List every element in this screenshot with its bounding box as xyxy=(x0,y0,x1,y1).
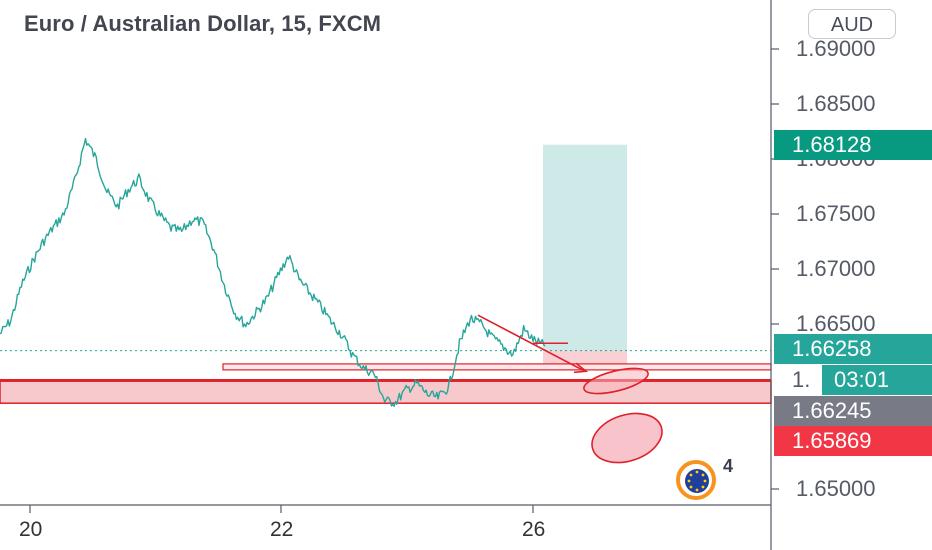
price-tick-marks xyxy=(771,48,779,490)
target-circle xyxy=(583,367,649,395)
zone-circle xyxy=(591,412,663,464)
currency-button[interactable]: AUD xyxy=(808,9,896,39)
logo-count: 4 xyxy=(723,456,734,476)
annotation-layer xyxy=(0,144,772,404)
price-tick-label: 1.67000 xyxy=(796,256,876,281)
last-price-tag: 1.66258 xyxy=(774,334,932,364)
target-price-tag: 1.68128 xyxy=(774,130,932,160)
zone-price-tag: 1.65869 xyxy=(774,426,932,456)
price-series xyxy=(0,137,546,407)
price-tick-label: 1.66500 xyxy=(796,311,876,336)
price-line xyxy=(0,137,546,407)
countdown-tag: 03:01 xyxy=(822,365,932,395)
euro-globe-icon xyxy=(676,460,716,500)
price-tick-label: 1.69000 xyxy=(796,36,876,61)
support-line-box xyxy=(222,363,772,371)
time-tick-label: 26 xyxy=(522,518,546,541)
trend-arrow xyxy=(477,314,586,373)
countdown-prefix-tag: 1. xyxy=(792,367,811,392)
stop-price-tag: 1.66245 xyxy=(774,396,932,426)
time-tick-marks xyxy=(29,505,534,513)
trend-arrow-head xyxy=(573,362,589,374)
drawing-layer xyxy=(477,314,663,464)
price-tick-label: 1.67500 xyxy=(796,201,876,226)
chart-title: Euro / Australian Dollar, 15, FXCM xyxy=(24,11,382,36)
time-tick-label: 20 xyxy=(19,518,43,541)
time-tick-label: 22 xyxy=(270,518,294,541)
price-tick-label: 1.65000 xyxy=(796,476,876,501)
price-tick-label: 1.68500 xyxy=(796,91,876,116)
profit-zone xyxy=(543,144,627,351)
